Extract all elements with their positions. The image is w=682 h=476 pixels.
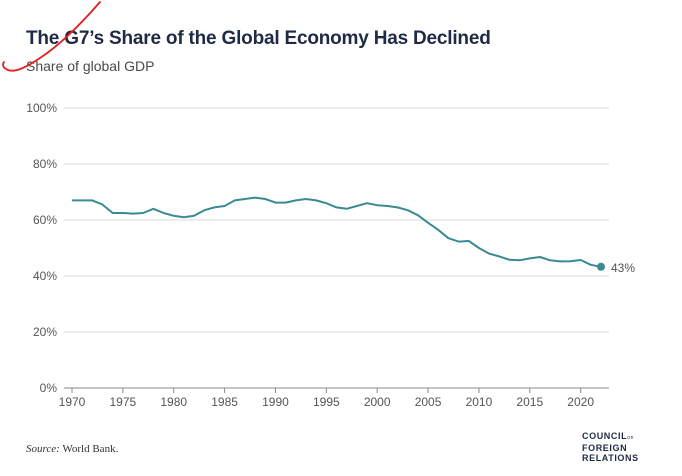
- gridlines: [64, 107, 609, 389]
- y-tick-label: 40%: [33, 269, 57, 283]
- y-tick-label: 20%: [33, 325, 57, 339]
- x-tick-label: 1975: [110, 395, 137, 409]
- x-tick-label: 1985: [211, 395, 238, 409]
- series-line: [72, 196, 602, 268]
- end-point-marker: [597, 262, 605, 271]
- y-tick-label: 60%: [33, 213, 57, 227]
- source-note: Source: World Bank.: [26, 443, 118, 455]
- source-label: Source:: [26, 443, 60, 455]
- x-tick-label: 2000: [364, 395, 391, 409]
- x-tick-label: 1990: [262, 395, 289, 409]
- logo-council: COUNCIL: [582, 431, 628, 441]
- red-pen-scribble: [2, 1, 101, 72]
- chart-title: The G7’s Share of the Global Economy Has…: [26, 28, 491, 49]
- x-tick-label: 1970: [59, 395, 86, 409]
- y-tick-label: 80%: [33, 157, 57, 171]
- logo-on: on: [627, 435, 634, 441]
- chart-subtitle: Share of global GDP: [26, 58, 155, 74]
- x-tick-label: 1995: [313, 395, 340, 409]
- x-tick-label: 2010: [466, 395, 493, 409]
- y-tick-label: 0%: [40, 381, 58, 395]
- x-tick-label: 2015: [516, 395, 543, 409]
- source-text: World Bank.: [62, 443, 119, 455]
- end-value-label: 43%: [611, 261, 635, 275]
- series-group: 43%: [72, 196, 635, 275]
- y-tick-label: 100%: [26, 101, 57, 115]
- logo-line-3: RELATIONS: [582, 453, 639, 463]
- cfr-logo: COUNCILon FOREIGN RELATIONS: [582, 431, 639, 463]
- logo-line-2: FOREIGN: [582, 443, 628, 453]
- x-tick-label: 2020: [567, 395, 594, 409]
- x-axis-ticks: 1970 1975 1980 1985 1990 1995 2000 2005 2010 2015…: [59, 388, 594, 409]
- y-axis-ticks: 0% 20% 40% 60% 80% 100%: [26, 101, 57, 395]
- x-tick-label: 2005: [415, 395, 442, 409]
- logo-line-1: COUNCILon: [582, 431, 639, 443]
- x-tick-label: 1980: [160, 395, 187, 409]
- scribble-stroke: [2, 1, 101, 72]
